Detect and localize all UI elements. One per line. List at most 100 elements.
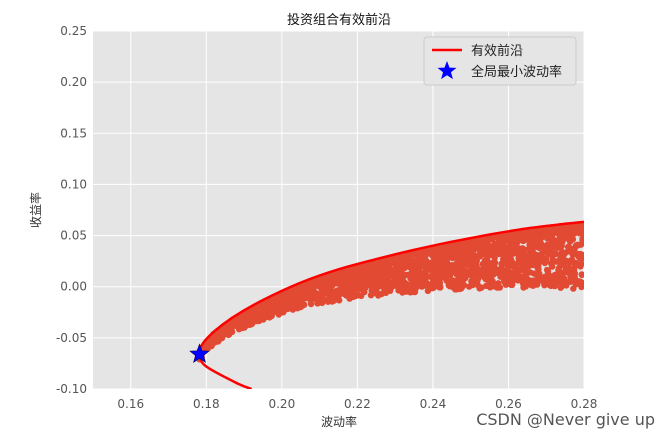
portfolio-point: [499, 245, 506, 253]
portfolio-point: [410, 284, 417, 292]
plot-area: [93, 31, 584, 389]
portfolio-point: [371, 284, 378, 291]
portfolio-point: [421, 253, 428, 260]
x-axis-title: 波动率: [321, 414, 357, 429]
portfolio-point: [515, 255, 522, 262]
portfolio-point: [408, 250, 416, 257]
legend-star-icon: [437, 61, 457, 80]
portfolio-point: [504, 257, 511, 264]
portfolio-point: [256, 317, 263, 324]
portfolio-point: [476, 285, 483, 292]
portfolio-point: [397, 253, 405, 260]
portfolio-point: [474, 237, 481, 244]
portfolio-point: [473, 264, 480, 272]
portfolio-point: [492, 268, 499, 275]
portfolio-point: [491, 254, 498, 262]
portfolio-point: [297, 290, 304, 297]
legend: 有效前沿 全局最小波动率: [423, 36, 577, 86]
portfolio-point: [373, 270, 380, 278]
portfolio-point: [549, 256, 556, 263]
portfolio-point: [453, 277, 460, 284]
portfolio-point: [330, 292, 337, 299]
portfolio-point: [522, 271, 530, 278]
portfolio-point: [405, 255, 412, 263]
portfolio-point: [564, 235, 572, 242]
portfolio-point: [414, 261, 422, 268]
portfolio-point: [328, 281, 335, 288]
min-volatility-star: [189, 343, 210, 363]
portfolio-point: [470, 250, 477, 258]
y-tick-label: 0.25: [60, 24, 87, 38]
portfolio-point: [343, 268, 350, 275]
portfolio-point: [536, 270, 543, 277]
legend-label-frontier: 有效前沿: [471, 43, 523, 59]
portfolio-point: [341, 274, 349, 281]
portfolio-point: [318, 299, 326, 307]
portfolio-point: [306, 288, 313, 295]
portfolio-point: [501, 252, 509, 259]
portfolio-point: [213, 338, 221, 345]
portfolio-point: [538, 254, 546, 262]
portfolio-point: [410, 269, 417, 276]
portfolio-point: [479, 260, 486, 268]
y-tick-label: 0.00: [60, 280, 87, 294]
y-tick-label: 0.10: [60, 177, 87, 191]
portfolio-point: [484, 257, 491, 264]
portfolio-point: [486, 264, 493, 271]
portfolio-point: [446, 251, 454, 258]
portfolio-point: [541, 273, 549, 280]
portfolio-point: [435, 253, 442, 260]
portfolio-point: [566, 270, 573, 277]
portfolio-point: [560, 231, 568, 238]
portfolio-point: [462, 244, 470, 252]
portfolio-point: [350, 281, 357, 288]
portfolio-point: [456, 285, 463, 293]
portfolio-point: [421, 262, 428, 270]
x-axis-ticks: 0.16 0.18 0.20 0.22 0.24 0.26 0.28: [117, 397, 597, 411]
portfolio-point: [296, 300, 303, 307]
portfolio-point: [459, 263, 466, 271]
portfolio-point: [308, 279, 315, 286]
portfolio-point: [578, 271, 584, 278]
portfolio-point: [571, 249, 578, 256]
portfolio-point: [241, 324, 248, 331]
portfolio-point: [452, 286, 459, 293]
portfolio-point: [556, 276, 564, 283]
portfolio-point: [403, 281, 411, 288]
portfolio-point: [529, 236, 536, 244]
portfolio-point: [545, 232, 552, 240]
portfolio-point: [468, 278, 475, 285]
portfolio-point: [481, 247, 488, 254]
portfolio-point: [430, 273, 437, 280]
portfolio-point: [386, 283, 393, 290]
portfolio-point: [361, 282, 368, 289]
portfolio-point: [547, 274, 554, 281]
portfolio-point: [489, 259, 496, 266]
portfolio-point: [529, 277, 536, 284]
portfolio-point: [476, 243, 483, 250]
portfolio-point: [250, 314, 257, 322]
portfolio-point: [522, 256, 529, 264]
portfolio-point: [419, 280, 426, 287]
portfolio-point: [508, 237, 515, 244]
portfolio-point: [385, 267, 392, 274]
portfolio-point: [434, 266, 441, 273]
portfolio-point: [568, 278, 576, 285]
min-volatility-series: [189, 343, 210, 363]
portfolio-point: [528, 245, 535, 252]
random-portfolios-scatter: [196, 221, 584, 363]
portfolio-point: [221, 324, 228, 332]
portfolio-point: [453, 270, 460, 278]
portfolio-point: [511, 250, 518, 257]
portfolio-point: [379, 283, 386, 290]
portfolio-point: [291, 292, 299, 299]
portfolio-point: [576, 278, 583, 285]
portfolio-point: [287, 296, 294, 303]
portfolio-point: [428, 259, 435, 266]
legend-label-min-volatility: 全局最小波动率: [471, 64, 562, 80]
portfolio-point: [491, 245, 498, 252]
portfolio-point: [557, 284, 564, 291]
portfolio-point: [522, 236, 530, 243]
chart-title: 投资组合有效前沿: [287, 12, 391, 28]
